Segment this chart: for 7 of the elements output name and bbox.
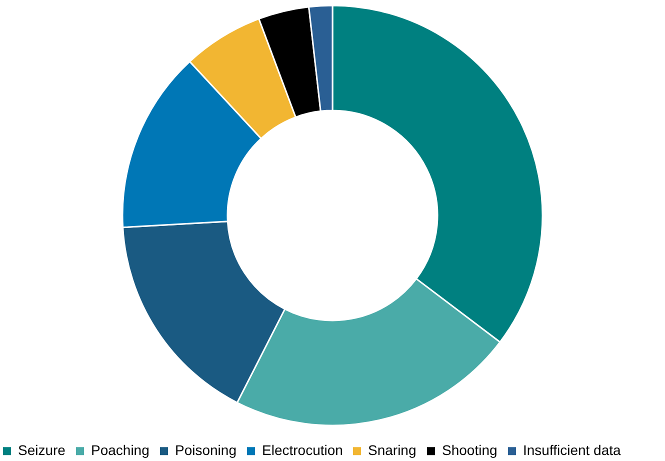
legend-label: Insufficient data — [523, 442, 622, 458]
legend-label: Seizure — [18, 442, 66, 458]
legend-label: Shooting — [442, 442, 498, 458]
legend-label: Electrocution — [262, 442, 343, 458]
legend-label: Snaring — [368, 442, 416, 458]
legend-label: Poaching — [91, 442, 150, 458]
legend-label: Poisoning — [175, 442, 236, 458]
